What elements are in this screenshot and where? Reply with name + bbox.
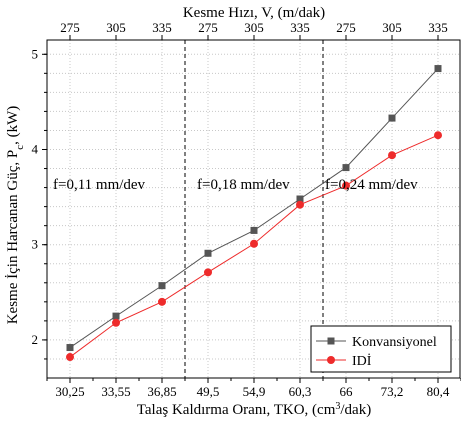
x-tick-label: 30,25: [55, 384, 84, 399]
series-konvansiyonel: [66, 65, 442, 352]
data-point: [112, 312, 120, 320]
data-point: [204, 268, 212, 277]
series-layer: [66, 65, 442, 362]
legend-label-konvansiyonel: Konvansiyonel: [352, 335, 437, 350]
data-point: [66, 344, 74, 352]
section-dividers: [184, 40, 324, 378]
data-point: [158, 297, 166, 306]
x-tick-label: 66: [340, 384, 354, 399]
data-point: [112, 318, 120, 327]
x-tick-label: 73,2: [381, 384, 404, 399]
data-point: [434, 65, 442, 73]
top-tick-label: 275: [336, 20, 356, 35]
data-point: [388, 114, 396, 122]
x-tick-label: 60,3: [289, 384, 312, 399]
legend-label-idi: IDİ: [352, 353, 372, 369]
top-tick-label: 305: [106, 20, 126, 35]
x-tick-label: 36,85: [147, 384, 176, 399]
section-label-1: f=0,11 mm/dev: [53, 177, 146, 193]
top-tick-label: 335: [290, 20, 310, 35]
data-point: [204, 249, 212, 257]
data-point: [250, 239, 258, 248]
x-axis-title: Talaş Kaldırma Oranı, TKO, (cm3/dak): [137, 401, 371, 419]
data-point: [296, 200, 304, 209]
data-point: [158, 282, 166, 290]
x-tick-label: 54,9: [243, 384, 266, 399]
top-tick-label: 335: [428, 20, 448, 35]
series-idi: [66, 131, 442, 362]
top-tick-label: 275: [198, 20, 218, 35]
x-tick-label: 80,4: [427, 384, 450, 399]
y-axis-title: Kesme İçin Harcanan Güç, Pc, (kW): [5, 106, 26, 325]
top-axis-title: Kesme Hızı, V, (m/dak): [183, 5, 325, 21]
top-tick-label: 305: [382, 20, 402, 35]
data-point: [296, 195, 304, 203]
data-point: [250, 226, 258, 234]
data-point: [388, 151, 396, 160]
legend-box: [310, 325, 452, 373]
section-label-3: f=0,24 mm/dev: [325, 177, 418, 193]
data-point: [342, 164, 350, 172]
x-tick-label: 33,55: [101, 384, 130, 399]
legend-marker-konvansiyonel: [327, 337, 335, 345]
top-tick-label: 305: [244, 20, 264, 35]
top-tick-label: 275: [60, 20, 80, 35]
y-tick-label: 2: [32, 332, 39, 347]
legend: Konvansiyonel IDİ: [310, 325, 452, 373]
data-point: [434, 131, 442, 140]
data-point: [342, 181, 350, 190]
legend-marker-idi: [327, 356, 335, 364]
section-label-2: f=0,18 mm/dev: [197, 177, 290, 193]
data-point: [66, 353, 74, 362]
x-tick-label: 49,5: [197, 384, 220, 399]
top-tick-label: 335: [152, 20, 172, 35]
y-tick-label: 5: [32, 46, 39, 61]
axis-ticks: 30,25 275 33,55 305 36,85 335 49,5 275 54,9 305 60…: [32, 20, 461, 399]
y-tick-label: 4: [32, 141, 39, 156]
y-tick-label: 3: [32, 237, 39, 252]
